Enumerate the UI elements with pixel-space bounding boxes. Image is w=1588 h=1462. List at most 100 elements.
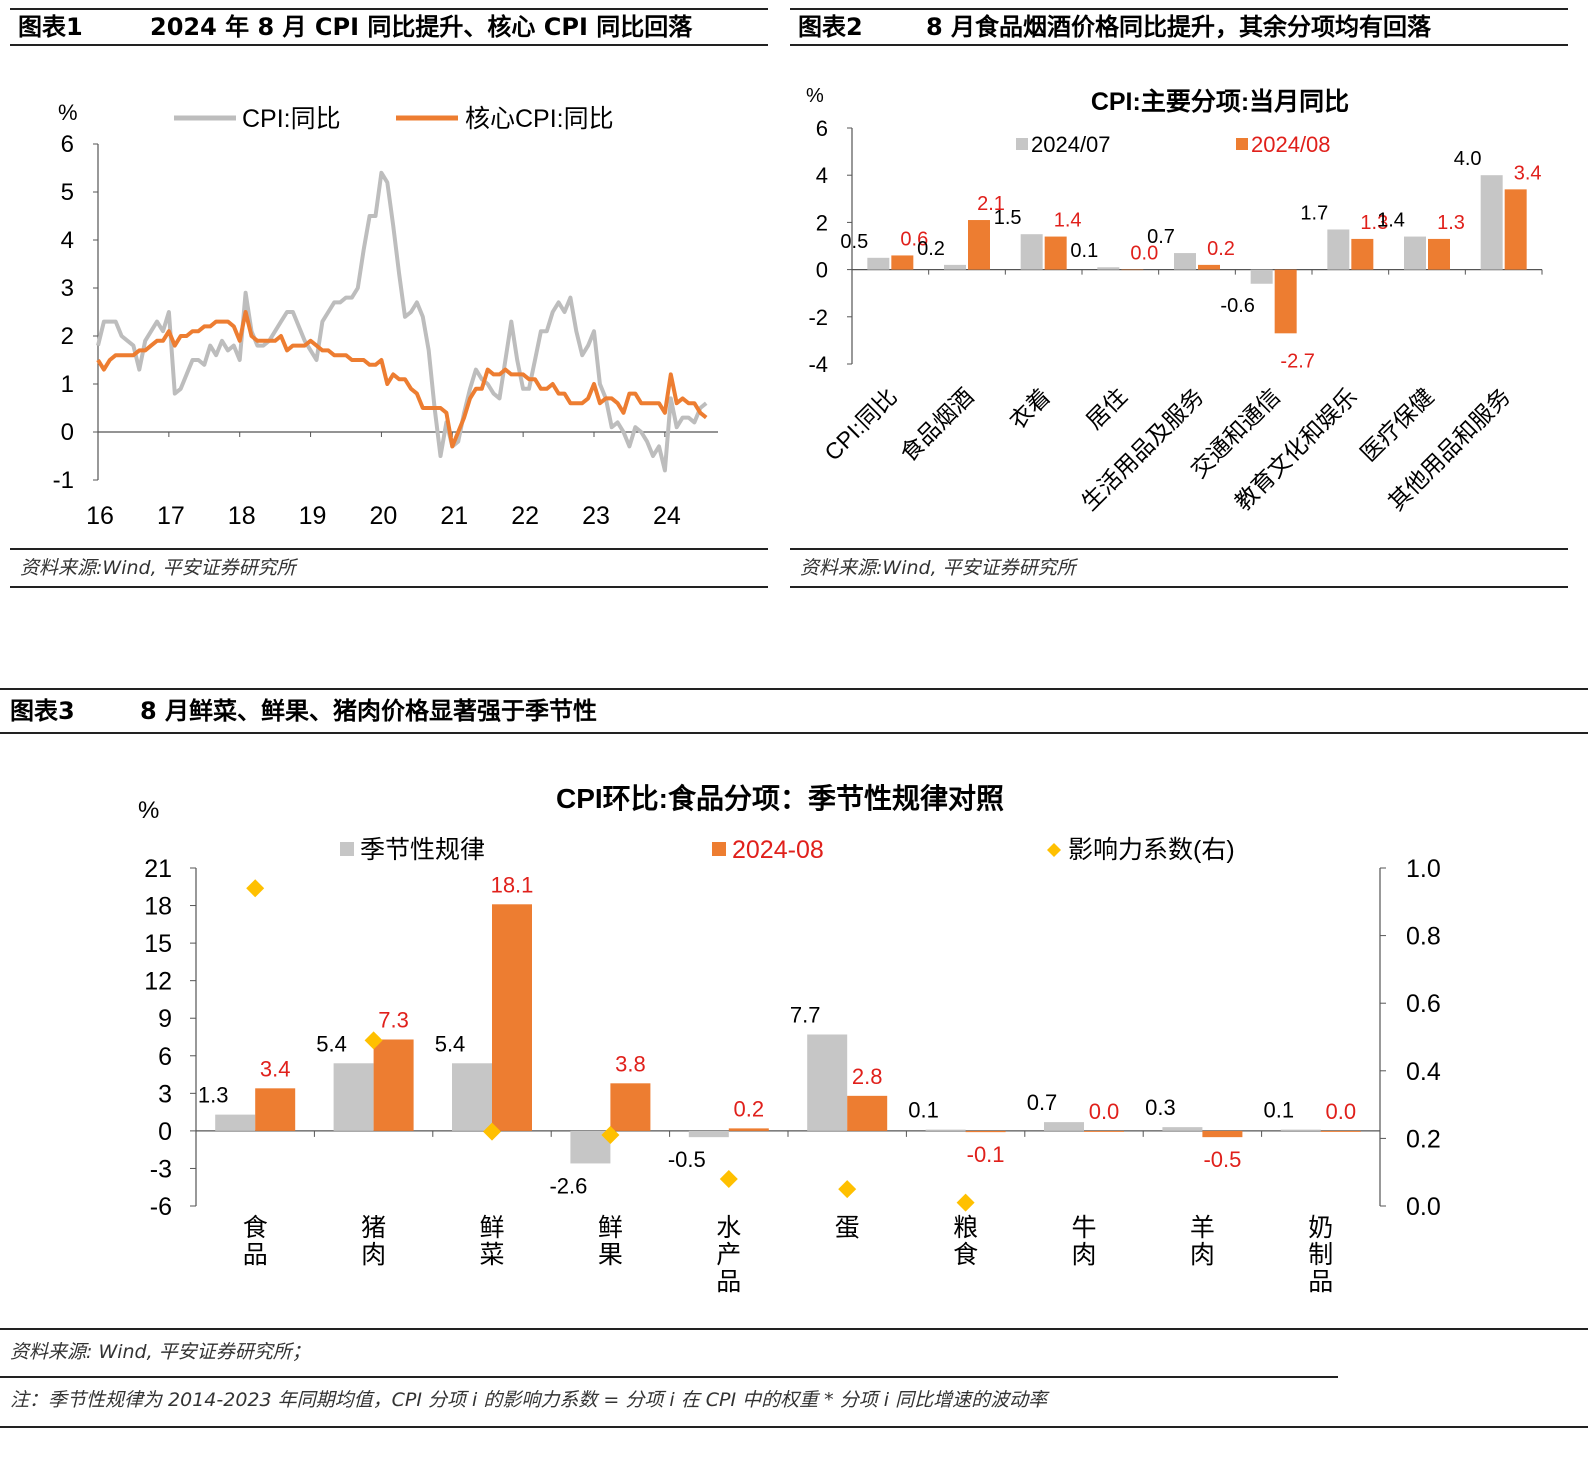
chart-3-x-tick-label: 粮: [953, 1214, 978, 1242]
chart-1-y-tick-label: 1: [61, 371, 74, 398]
chart-3-x-tick-label: 鲜: [598, 1214, 623, 1242]
chart-2-data-label: 1.7: [1300, 202, 1328, 224]
chart-2-bar-jul: [1404, 236, 1426, 270]
chart-3-y2-tick-label: 0.4: [1406, 1058, 1441, 1086]
chart-2-bar-aug: [1274, 269, 1297, 334]
chart-3-legend-swatch: [340, 842, 354, 856]
chart-1-x-tick-label: 20: [370, 502, 398, 530]
chart-3-data-label: 3.8: [615, 1051, 646, 1076]
chart-2-bar-aug: [891, 255, 914, 270]
chart-1-legend-label: CPI:同比: [242, 105, 341, 133]
chart-3-bar-aug: [1084, 1130, 1124, 1132]
chart-2-y-tick-label: 2: [816, 210, 828, 235]
chart-3-data-label: -0.5: [1203, 1147, 1241, 1172]
chart-1-x-tick-label: 18: [228, 502, 256, 530]
chart-3-data-label: -0.5: [668, 1147, 706, 1172]
chart-3-y2-tick-label: 0.0: [1406, 1193, 1441, 1221]
panel-1: 图表1 2024 年 8 月 CPI 同比提升、核心 CPI 同比回落 % -1 0…: [10, 8, 768, 590]
chart-1-x-tick-label: 22: [511, 502, 539, 530]
chart-2-title: CPI:主要分项:当月同比: [1091, 88, 1349, 116]
chart-3-bar-aug: [1202, 1130, 1243, 1138]
chart-2-data-label: 0.5: [840, 231, 868, 253]
chart-1-x-tick-label: 16: [86, 502, 114, 530]
chart-2-data-label: 0.2: [1207, 238, 1235, 260]
chart-2-bar-aug: [1351, 238, 1374, 270]
chart-1-x-tick-label: 19: [299, 502, 327, 530]
chart-2-data-label: 1.3: [1437, 212, 1465, 234]
chart-3-x-tick-label: 菜: [479, 1241, 504, 1269]
chart-3-data-label: 2.8: [852, 1064, 883, 1089]
chart-3-legend-swatch: [712, 842, 726, 856]
chart-3-x-tick-label: 品: [1308, 1268, 1333, 1296]
chart-3-influence-point: [838, 1180, 857, 1199]
chart-2-data-label: 4.0: [1454, 148, 1482, 170]
chart-2-y-tick-label: -2: [808, 305, 828, 330]
chart-3-y2-tick-label: 0.2: [1406, 1125, 1441, 1153]
chart-3-y2-tick-label: 0.8: [1406, 923, 1441, 951]
chart-3-y-unit: %: [138, 797, 159, 824]
chart-2-bar-aug: [1504, 189, 1527, 270]
chart-3-x-tick-label: 鲜: [479, 1214, 504, 1242]
panel-3-number: 图表3: [10, 697, 75, 725]
chart-3-bar-seasonal: [807, 1034, 848, 1131]
chart-3-influence-point: [246, 879, 265, 898]
chart-3-y-tick-label: -6: [150, 1193, 172, 1221]
chart-2-data-label: 0.0: [1130, 243, 1158, 265]
chart-3-bar-aug: [728, 1128, 769, 1131]
chart-3-y2-tick-label: 0.6: [1406, 990, 1441, 1018]
chart-3-x-tick-label: 食: [953, 1241, 978, 1269]
chart-1-y-tick-label: 2: [61, 323, 74, 350]
chart-3-y-tick-label: 9: [158, 1005, 172, 1033]
chart-3-data-label: 0.7: [1027, 1090, 1058, 1115]
panel-2-header: 图表2 8 月食品烟酒价格同比提升，其余分项均有回落: [790, 8, 1568, 46]
panel-2-source: 资料来源:Wind, 平安证券研究所: [790, 548, 1568, 588]
chart-3-y-tick-label: -3: [150, 1155, 172, 1183]
chart-2-legend-swatch: [1016, 138, 1028, 150]
chart-2-bar-jul: [1327, 229, 1350, 270]
chart-2-x-tick-label: 居住: [1081, 383, 1132, 434]
chart-2-data-label: 1.5: [994, 207, 1022, 229]
chart-3-x-tick-label: 品: [243, 1241, 268, 1269]
chart-2-bar-aug: [1121, 269, 1144, 271]
panel-1-source: 资料来源:Wind, 平安证券研究所: [10, 548, 768, 588]
chart-1-y-tick-label: -1: [53, 467, 74, 494]
panel-1-source-text: 资料来源:Wind, 平安证券研究所: [20, 557, 296, 579]
chart-2-x-tick-label: CPI:同比: [819, 383, 902, 466]
chart-3-y-tick-label: 6: [158, 1043, 172, 1071]
chart-3-y2-tick-label: 1.0: [1406, 855, 1441, 883]
panel-3-title: 8 月鲜菜、鲜果、猪肉价格显著强于季节性: [140, 697, 598, 725]
panel-3-note: 注：季节性规律为 2014-2023 年同期均值，CPI 分项 i 的影响力系数…: [10, 1389, 1048, 1411]
chart-3-x-tick-label: 肉: [1190, 1241, 1215, 1269]
panel-2-source-text: 资料来源:Wind, 平安证券研究所: [800, 557, 1076, 579]
chart-2-y-tick-label: 6: [816, 116, 828, 141]
chart-2-y-unit: %: [806, 85, 824, 107]
panel-3-source: 资料来源: Wind, 平安证券研究所； 注：季节性规律为 2014-2023 …: [0, 1328, 1588, 1428]
chart-3-bar-aug: [492, 904, 532, 1131]
chart-2-bar-jul: [1250, 269, 1273, 284]
chart-2-data-label: 1.4: [1377, 210, 1405, 232]
chart-2-data-label: 1.4: [1054, 210, 1082, 232]
chart-2-bar-aug: [1044, 236, 1067, 270]
chart-3-data-label: 3.4: [260, 1056, 291, 1081]
chart-1-x-tick-label: 17: [157, 502, 185, 530]
chart-2-legend-label: 2024/08: [1251, 132, 1331, 157]
chart-1-y-tick-label: 5: [61, 179, 74, 206]
chart-3-x-tick-label: 肉: [361, 1241, 386, 1269]
panel-2-title: 8 月食品烟酒价格同比提升，其余分项均有回落: [926, 13, 1432, 41]
chart-3-x-tick-label: 食: [243, 1214, 268, 1242]
chart-1-y-tick-label: 4: [61, 227, 74, 254]
panel-1-number: 图表1: [18, 13, 83, 41]
chart-2-bar-aug: [968, 220, 990, 270]
chart-3-x-tick-label: 牛: [1071, 1214, 1096, 1242]
panel-3: 图表3 8 月鲜菜、鲜果、猪肉价格显著强于季节性 CPI环比:食品分项：季节性规…: [0, 688, 1588, 1428]
panel-3-header: 图表3 8 月鲜菜、鲜果、猪肉价格显著强于季节性: [0, 688, 1588, 734]
chart-3-x-tick-label: 猪: [361, 1214, 386, 1242]
chart-2-data-label: 0.6: [900, 228, 928, 250]
chart-1-y-tick-label: 0: [61, 419, 74, 446]
chart-2-data-label: 0.7: [1147, 226, 1175, 248]
chart-3-x-tick-label: 品: [716, 1268, 741, 1296]
chart-3-y-tick-label: 18: [144, 893, 172, 921]
chart-3-data-label: 0.1: [1264, 1098, 1295, 1123]
chart-2-data-label: 0.1: [1070, 240, 1098, 262]
